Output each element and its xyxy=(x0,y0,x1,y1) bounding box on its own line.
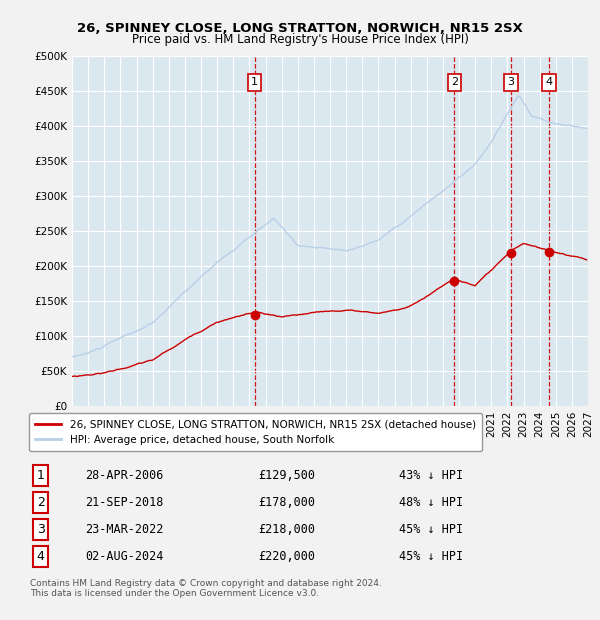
Text: £220,000: £220,000 xyxy=(258,550,315,563)
Text: 48% ↓ HPI: 48% ↓ HPI xyxy=(399,496,463,509)
Text: 45% ↓ HPI: 45% ↓ HPI xyxy=(399,550,463,563)
Text: 23-MAR-2022: 23-MAR-2022 xyxy=(85,523,164,536)
Legend: 26, SPINNEY CLOSE, LONG STRATTON, NORWICH, NR15 2SX (detached house), HPI: Avera: 26, SPINNEY CLOSE, LONG STRATTON, NORWIC… xyxy=(29,414,482,451)
Text: 43% ↓ HPI: 43% ↓ HPI xyxy=(399,469,463,482)
Text: Price paid vs. HM Land Registry's House Price Index (HPI): Price paid vs. HM Land Registry's House … xyxy=(131,33,469,46)
Text: 1: 1 xyxy=(37,469,44,482)
Text: Contains HM Land Registry data © Crown copyright and database right 2024.
This d: Contains HM Land Registry data © Crown c… xyxy=(29,578,382,598)
Text: 2: 2 xyxy=(37,496,44,509)
Text: £178,000: £178,000 xyxy=(258,496,315,509)
Text: 4: 4 xyxy=(37,550,44,563)
Text: 28-APR-2006: 28-APR-2006 xyxy=(85,469,164,482)
Text: £218,000: £218,000 xyxy=(258,523,315,536)
Text: 1: 1 xyxy=(251,78,258,87)
Text: 3: 3 xyxy=(37,523,44,536)
Text: 21-SEP-2018: 21-SEP-2018 xyxy=(85,496,164,509)
Text: 26, SPINNEY CLOSE, LONG STRATTON, NORWICH, NR15 2SX: 26, SPINNEY CLOSE, LONG STRATTON, NORWIC… xyxy=(77,22,523,35)
Text: 2: 2 xyxy=(451,78,458,87)
Text: 45% ↓ HPI: 45% ↓ HPI xyxy=(399,523,463,536)
Text: 02-AUG-2024: 02-AUG-2024 xyxy=(85,550,164,563)
Text: 3: 3 xyxy=(508,78,514,87)
Text: £129,500: £129,500 xyxy=(258,469,315,482)
Text: 4: 4 xyxy=(545,78,553,87)
